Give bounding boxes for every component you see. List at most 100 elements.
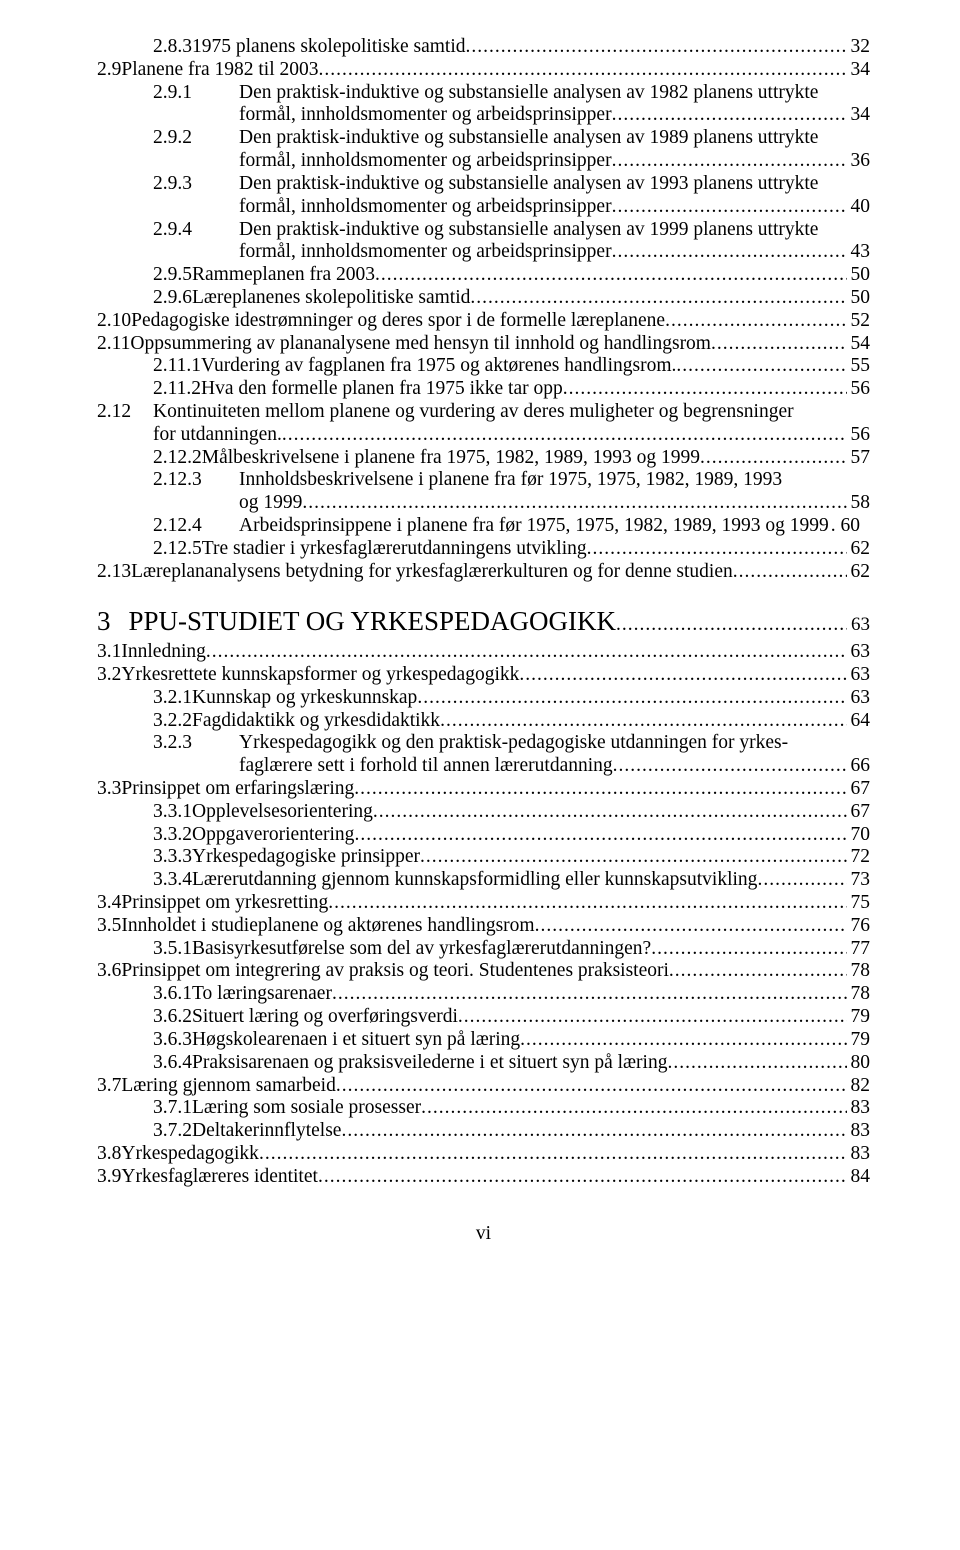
toc-entry: 3.3Prinsippet om erfaringslæring67 bbox=[97, 778, 870, 801]
toc-text: formål, innholdsmomenter og arbeidsprins… bbox=[239, 196, 612, 219]
toc-text: Basisyrkesutførelse som del av yrkesfagl… bbox=[192, 938, 651, 961]
toc-text: formål, innholdsmomenter og arbeidsprins… bbox=[239, 241, 612, 264]
toc-page: 56 bbox=[847, 378, 871, 401]
toc-leader bbox=[667, 1052, 846, 1075]
toc-leader bbox=[563, 378, 847, 401]
toc-text: Den praktisk-induktive og substansielle … bbox=[239, 219, 818, 242]
toc-page: 82 bbox=[847, 1075, 871, 1098]
toc-number: 2.12.5 bbox=[153, 538, 202, 561]
toc-number: 2.12.4 bbox=[153, 515, 239, 538]
toc-text: formål, innholdsmomenter og arbeidsprins… bbox=[239, 150, 612, 173]
toc-number: 3.7.1 bbox=[153, 1097, 192, 1120]
toc-entry: 3.3.1Opplevelsesorientering67 bbox=[97, 801, 870, 824]
toc-leader bbox=[519, 664, 846, 687]
toc-text: Deltakerinnflytelse bbox=[192, 1120, 341, 1143]
toc-text: for utdanningen. bbox=[153, 424, 282, 447]
toc-entry: 3.5.1Basisyrkesutførelse som del av yrke… bbox=[97, 938, 870, 961]
toc-page: 43 bbox=[847, 241, 871, 264]
toc-entry-cont: formål, innholdsmomenter og arbeidsprins… bbox=[97, 196, 870, 219]
toc-number: 3.6.1 bbox=[153, 983, 192, 1006]
toc-leader bbox=[711, 333, 847, 356]
toc-number: 3.7.2 bbox=[153, 1120, 192, 1143]
toc-text: Prinsippet om yrkesretting bbox=[121, 892, 328, 915]
toc-entry: 3.8Yrkespedagogikk83 bbox=[97, 1143, 870, 1166]
toc-entry: 3.3.3Yrkespedagogiske prinsipper72 bbox=[97, 846, 870, 869]
toc-page: 63 bbox=[847, 687, 871, 710]
toc-page: 79 bbox=[847, 1029, 871, 1052]
toc-entry: 2.12.2Målbeskrivelsene i planene fra 197… bbox=[97, 447, 870, 470]
toc-entry: 2.12.5Tre stadier i yrkesfaglærerutdanni… bbox=[97, 538, 870, 561]
toc-number: 2.11.2 bbox=[153, 378, 201, 401]
toc-entry: 3.2Yrkesrettete kunnskapsformer og yrkes… bbox=[97, 664, 870, 687]
toc-entry: 3.2.1Kunnskap og yrkeskunnskap63 bbox=[97, 687, 870, 710]
toc-page: 67 bbox=[847, 801, 871, 824]
toc-page: 70 bbox=[847, 824, 871, 847]
toc-text: Situert læring og overføringsverdi bbox=[192, 1006, 458, 1029]
toc-number: 2.9.2 bbox=[153, 127, 239, 150]
toc-leader bbox=[318, 1166, 847, 1189]
toc-entry: 3.3.2Oppgaverorientering 70 bbox=[97, 824, 870, 847]
toc-leader bbox=[612, 241, 847, 264]
toc-entry: 3.6.2Situert læring og overføringsverdi7… bbox=[97, 1006, 870, 1029]
toc-text: Innholdsbeskrivelsene i planene fra før … bbox=[239, 469, 782, 492]
toc-page: 58 bbox=[847, 492, 871, 515]
toc-leader bbox=[417, 687, 846, 710]
toc-entry: 3.6Prinsippet om integrering av praksis … bbox=[97, 960, 870, 983]
toc-page: 52 bbox=[847, 310, 871, 333]
toc-page: 78 bbox=[847, 960, 871, 983]
toc-page: 63 bbox=[847, 614, 870, 636]
toc-page: 64 bbox=[847, 710, 871, 733]
toc-page: 40 bbox=[847, 196, 871, 219]
toc-entry: 3.3.4Lærerutdanning gjennom kunnskapsfor… bbox=[97, 869, 870, 892]
toc-number: 2.9 bbox=[97, 59, 121, 82]
toc-leader bbox=[259, 1143, 847, 1166]
toc-leader bbox=[651, 938, 846, 961]
toc-entry: 3.2.3Yrkespedagogikk og den praktisk-ped… bbox=[97, 732, 870, 755]
toc-entry: 2.9.4Den praktisk-induktive og substansi… bbox=[97, 219, 870, 242]
toc-page: 83 bbox=[847, 1120, 871, 1143]
toc-leader bbox=[332, 983, 847, 1006]
toc-text: To læringsarenaer bbox=[192, 983, 332, 1006]
toc-entry: 3.1Innledning63 bbox=[97, 641, 870, 664]
toc-leader bbox=[440, 710, 846, 733]
toc-leader bbox=[613, 755, 847, 778]
toc-text: Hva den formelle planen fra 1975 ikke ta… bbox=[201, 378, 563, 401]
toc-number: 3.3.4 bbox=[153, 869, 192, 892]
toc-page: 66 bbox=[847, 755, 871, 778]
toc-text: Den praktisk-induktive og substansielle … bbox=[239, 127, 818, 150]
toc-page: 50 bbox=[847, 264, 871, 287]
toc-text: Målbeskrivelsene i planene fra 1975, 198… bbox=[202, 447, 700, 470]
toc-page: 75 bbox=[847, 892, 871, 915]
toc-leader bbox=[669, 960, 847, 983]
toc-entry: 2.10Pedagogiske idestrømninger og deres … bbox=[97, 310, 870, 333]
toc-chapter-title: PPU-STUDIET OG YRKESPEDAGOGIKK bbox=[111, 606, 617, 638]
toc-leader bbox=[420, 846, 847, 869]
toc-entry: 2.9.5Rammeplanen fra 200350 bbox=[97, 264, 870, 287]
toc-leader bbox=[466, 36, 847, 59]
toc-number: 2.12 bbox=[97, 401, 153, 424]
toc-text: Oppgaverorientering bbox=[192, 824, 354, 847]
toc-entry: 2.12Kontinuiteten mellom planene og vurd… bbox=[97, 401, 870, 424]
toc-number: 2.9.4 bbox=[153, 219, 239, 242]
toc-entry-cont: formål, innholdsmomenter og arbeidsprins… bbox=[97, 104, 870, 127]
toc-text: Arbeidsprinsippene i planene fra før 197… bbox=[239, 515, 829, 538]
toc-page: 84 bbox=[847, 1166, 871, 1189]
toc-text: Læreplanenes skolepolitiske samtid bbox=[192, 287, 470, 310]
toc-text: Kunnskap og yrkeskunnskap bbox=[192, 687, 417, 710]
toc-text: Praksisarenaen og praksisveilederne i et… bbox=[192, 1052, 667, 1075]
toc-entry: 2.9.1Den praktisk-induktive og substansi… bbox=[97, 82, 870, 105]
toc-text: Pedagogiske idestrømninger og deres spor… bbox=[131, 310, 665, 333]
toc-text: Tre stadier i yrkesfaglærerutdanningens … bbox=[202, 538, 587, 561]
toc-entry: 3.9Yrkesfaglæreres identitet84 bbox=[97, 1166, 870, 1189]
toc-leader bbox=[206, 641, 847, 664]
toc-number: 3.6 bbox=[97, 960, 121, 983]
toc-page: 50 bbox=[847, 287, 871, 310]
toc-text: Den praktisk-induktive og substansielle … bbox=[239, 82, 818, 105]
toc-number: 3.3.2 bbox=[153, 824, 192, 847]
toc-entry: 2.9.3Den praktisk-induktive og substansi… bbox=[97, 173, 870, 196]
toc-leader bbox=[328, 892, 846, 915]
toc-chapter: 3PPU-STUDIET OG YRKESPEDAGOGIKK 63 bbox=[97, 606, 870, 638]
toc-entry: 2.11.1Vurdering av fagplanen fra 1975 og… bbox=[97, 355, 870, 378]
toc-chapter-number: 3 bbox=[97, 606, 111, 638]
toc-leader bbox=[535, 915, 847, 938]
